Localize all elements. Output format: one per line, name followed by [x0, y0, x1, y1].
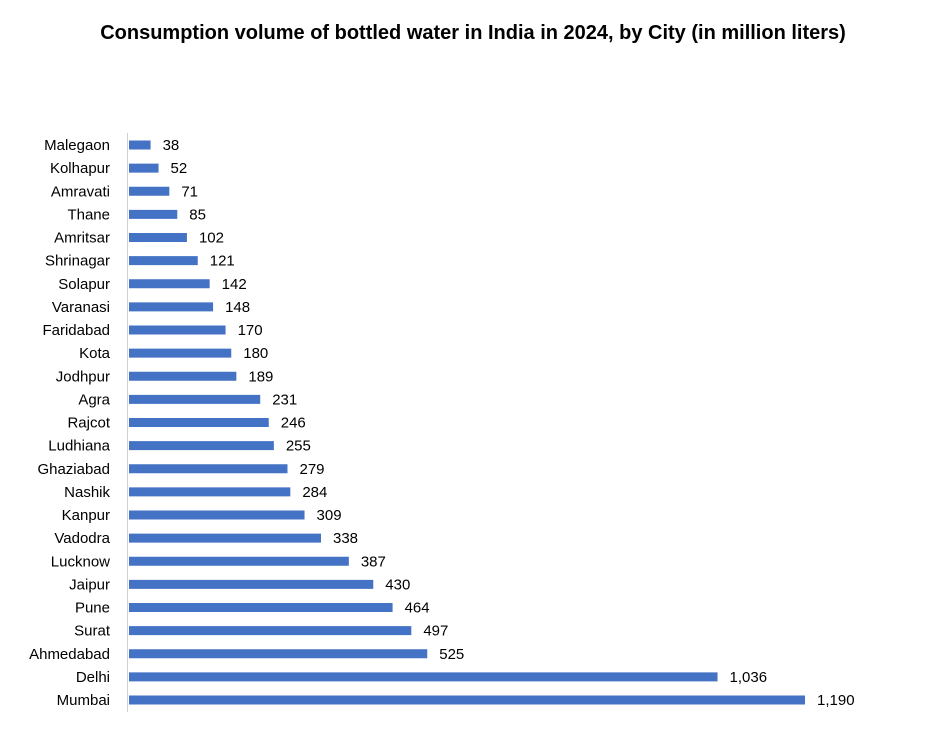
bar-varanasi [129, 302, 214, 312]
data-label: 142 [222, 276, 247, 293]
data-label: 525 [439, 646, 464, 663]
bar-delhi [129, 672, 718, 682]
data-label: 189 [248, 368, 273, 385]
category-label: Kota [79, 345, 111, 362]
category-label: Jodhpur [56, 368, 110, 385]
bar-nashik [129, 487, 291, 497]
data-label: 231 [272, 391, 297, 408]
category-label: Surat [74, 623, 111, 640]
category-label: Kolhapur [50, 160, 110, 177]
data-label: 255 [286, 438, 311, 455]
data-label: 279 [299, 461, 324, 478]
bar-mumbai [129, 695, 805, 705]
category-label: Amravati [51, 183, 110, 200]
data-label: 1,190 [817, 692, 855, 709]
data-label: 430 [385, 576, 410, 593]
data-label: 85 [189, 206, 206, 223]
data-label: 246 [281, 415, 306, 432]
category-label: Ahmedabad [29, 646, 110, 663]
data-label: 170 [238, 322, 263, 339]
bar-ludhiana [129, 441, 274, 451]
category-label: Ghaziabad [37, 461, 110, 478]
bar-pune [129, 603, 393, 612]
data-label: 338 [333, 530, 358, 547]
bar-vadodra [129, 533, 322, 543]
category-label: Nashik [64, 484, 110, 501]
bar-solapur [129, 279, 210, 289]
bar-agra [129, 394, 261, 404]
data-label: 71 [181, 183, 198, 200]
bar-amritsar [129, 233, 187, 242]
bar-kanpur [129, 510, 305, 520]
bar-ghaziabad [129, 464, 288, 474]
data-label: 38 [163, 137, 180, 154]
chart-title: Consumption volume of bottled water in I… [100, 22, 846, 44]
category-label: Lucknow [51, 553, 110, 570]
bar-thane [129, 209, 178, 219]
bar-kota [129, 348, 232, 358]
category-label: Pune [75, 600, 110, 617]
bar-shrinagar [129, 256, 198, 266]
category-label: Shrinagar [45, 253, 110, 270]
data-label: 284 [302, 484, 327, 501]
bar-jodhpur [129, 371, 237, 381]
data-label: 497 [423, 623, 448, 640]
category-label: Malegaon [44, 137, 110, 154]
category-label: Amritsar [54, 230, 110, 247]
bar-faridabad [129, 325, 226, 335]
category-label: Vadodra [54, 530, 110, 547]
category-label: Agra [78, 391, 110, 408]
bar-ahmedabad [129, 649, 428, 659]
bar-jaipur [129, 579, 374, 589]
bar-malegaon [129, 140, 151, 150]
bar-rajcot [129, 418, 269, 427]
data-label: 180 [243, 345, 268, 362]
category-label: Thane [67, 206, 110, 223]
category-label: Jaipur [69, 576, 110, 593]
category-label: Ludhiana [48, 438, 110, 455]
bar-kolhapur [129, 163, 159, 173]
category-label: Varanasi [52, 299, 110, 316]
bar-surat [129, 626, 412, 636]
data-label: 148 [225, 299, 250, 316]
data-label: 121 [210, 253, 235, 270]
category-label: Rajcot [67, 415, 110, 432]
category-label: Faridabad [42, 322, 110, 339]
data-label: 102 [199, 230, 224, 247]
category-label: Kanpur [62, 507, 110, 524]
data-label: 1,036 [730, 669, 768, 686]
bar-amravati [129, 186, 170, 196]
bar-lucknow [129, 556, 349, 566]
data-label: 387 [361, 553, 386, 570]
category-label: Mumbai [57, 692, 110, 709]
data-label: 52 [171, 160, 188, 177]
data-label: 309 [317, 507, 342, 524]
data-label: 464 [405, 600, 430, 617]
category-label: Delhi [76, 669, 110, 686]
category-label: Solapur [58, 276, 110, 293]
